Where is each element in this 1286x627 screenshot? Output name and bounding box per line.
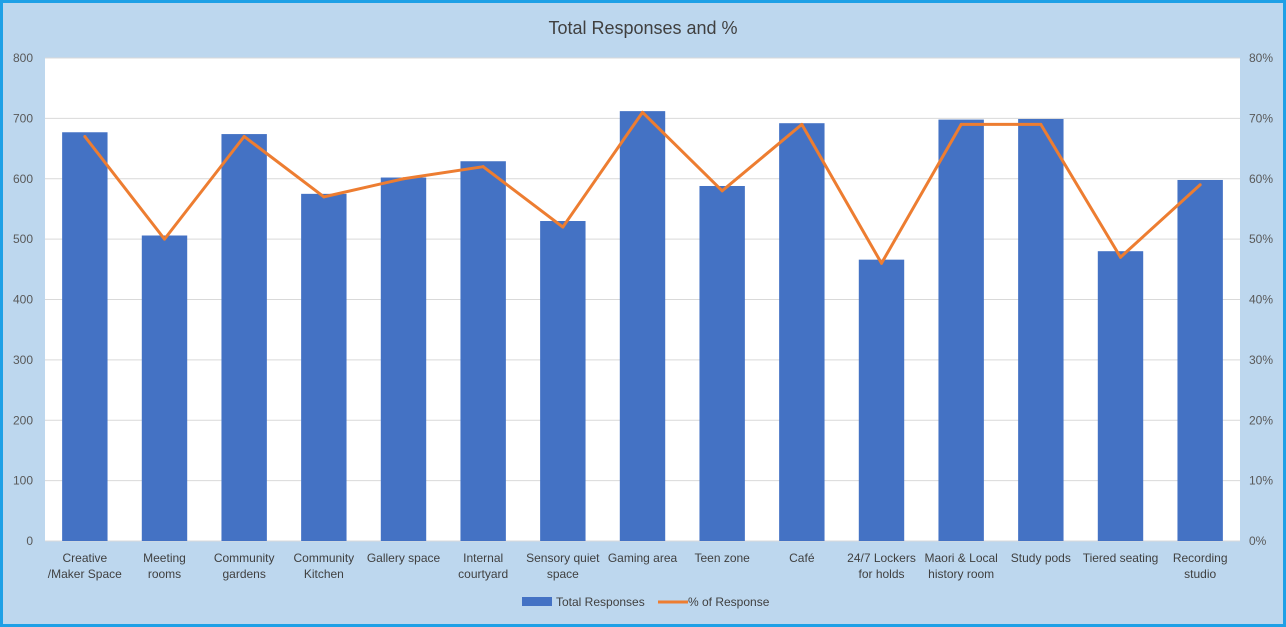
- category-label: 24/7 Lockers for holds: [847, 551, 916, 581]
- category-label: Community Kitchen: [293, 551, 354, 581]
- bar: [779, 123, 825, 541]
- legend-label-percent-response: % of Response: [688, 595, 770, 609]
- line-point: [1039, 122, 1043, 126]
- line-point: [800, 122, 804, 126]
- category-label: Meeting rooms: [143, 551, 186, 581]
- category-label: Teen zone: [694, 551, 750, 565]
- right-tick-label: 50%: [1249, 232, 1273, 246]
- line-point: [641, 110, 644, 114]
- bar: [380, 177, 427, 542]
- left-tick-label: 700: [13, 111, 33, 125]
- right-tick-label: 20%: [1249, 413, 1273, 427]
- left-tick-label: 800: [13, 51, 33, 65]
- line-point: [880, 261, 883, 265]
- legend: Total Responses % of Response: [522, 595, 770, 609]
- category-label: Gallery space: [367, 551, 441, 565]
- line-point: [402, 177, 405, 181]
- line-series: [83, 110, 1202, 265]
- line-point: [959, 122, 963, 126]
- bar: [1177, 179, 1223, 541]
- line-point: [83, 134, 87, 138]
- bar: [460, 161, 506, 541]
- bar-series: [62, 111, 1223, 542]
- category-label: Internal courtyard: [458, 551, 508, 581]
- category-label: Tiered seating: [1083, 551, 1159, 565]
- line-point: [322, 195, 326, 199]
- bar: [221, 134, 267, 541]
- bar: [858, 259, 905, 541]
- bar: [1097, 251, 1144, 541]
- bar: [699, 185, 745, 541]
- left-tick-label: 0: [26, 534, 33, 548]
- chart-title: Total Responses and %: [548, 18, 737, 38]
- legend-swatch-bar: [522, 597, 552, 606]
- bar: [301, 193, 347, 541]
- line-point: [163, 237, 166, 241]
- left-tick-label: 400: [13, 293, 33, 307]
- category-label: Recording studio: [1173, 551, 1228, 581]
- left-tick-label: 300: [13, 353, 33, 367]
- line-point: [720, 189, 724, 193]
- x-axis: Creative/Maker Space Meeting rooms Communit…: [48, 551, 1228, 581]
- left-tick-label: 100: [13, 474, 33, 488]
- legend-label-total-responses: Total Responses: [556, 595, 645, 609]
- bar: [141, 235, 188, 541]
- category-label: Gaming area: [608, 551, 678, 565]
- category-label: Sensory quiet space: [526, 551, 600, 581]
- category-label: Creative/Maker Space: [48, 551, 122, 581]
- left-axis: 0 100 200 300 400 500 600 700 800: [13, 51, 33, 548]
- bar: [619, 111, 666, 541]
- right-tick-label: 0%: [1249, 534, 1267, 548]
- line-point: [1198, 183, 1202, 187]
- category-label: Study pods: [1011, 551, 1071, 565]
- right-tick-label: 10%: [1249, 474, 1273, 488]
- left-tick-label: 500: [13, 232, 33, 246]
- right-tick-label: 30%: [1249, 353, 1273, 367]
- category-label: Café: [789, 551, 815, 565]
- right-tick-label: 60%: [1249, 172, 1273, 186]
- category-label: Community gardens: [214, 551, 275, 581]
- right-tick-label: 70%: [1249, 111, 1273, 125]
- line-point: [242, 134, 246, 138]
- left-tick-label: 600: [13, 172, 33, 186]
- bar: [62, 132, 108, 542]
- right-tick-label: 40%: [1249, 293, 1273, 307]
- line-point: [481, 165, 485, 169]
- left-tick-label: 200: [13, 413, 33, 427]
- right-axis: 0% 10% 20% 30% 40% 50% 60% 70% 80%: [1249, 51, 1273, 548]
- line-point: [1119, 255, 1122, 259]
- line-point: [561, 225, 565, 229]
- bar: [540, 221, 586, 541]
- bar: [938, 119, 984, 542]
- bar: [1018, 118, 1064, 541]
- category-label: Maori & Local history room: [924, 551, 997, 581]
- right-tick-label: 80%: [1249, 51, 1273, 65]
